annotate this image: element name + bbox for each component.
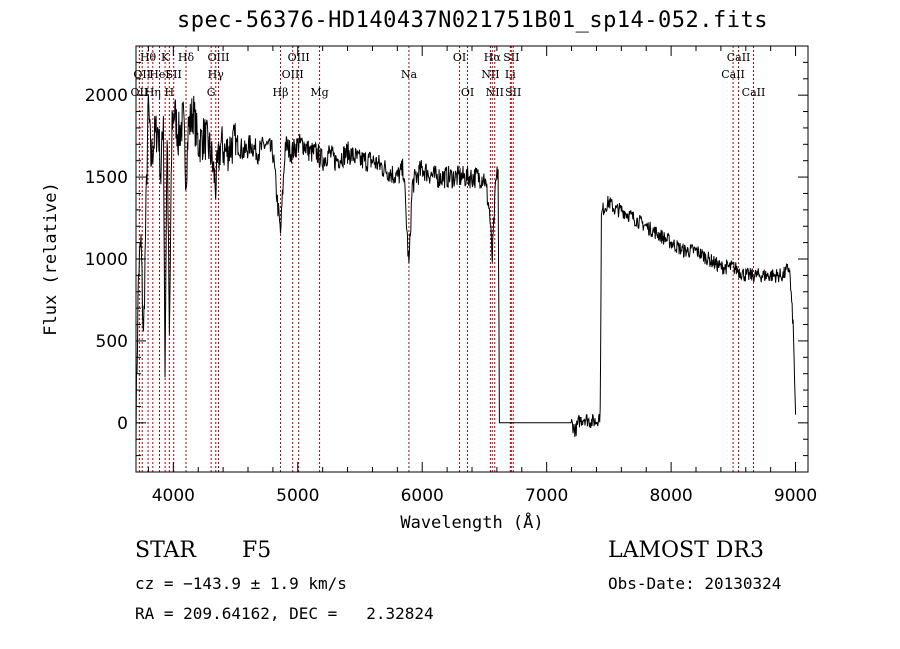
line-marker-label: OII xyxy=(131,86,149,99)
x-tick-label: 7000 xyxy=(525,486,568,506)
line-markers xyxy=(138,46,754,472)
y-axis-label: Flux (relative) xyxy=(41,182,61,336)
line-marker-label: Na xyxy=(401,68,418,81)
line-marker-label: Hθ xyxy=(140,51,157,64)
axis-ticks: 4000 5000 6000 7000 8000 9000 0 500 1000 1500 2000 xyxy=(85,45,817,506)
line-marker-label: Hβ xyxy=(273,86,289,99)
x-tick-label: 9000 xyxy=(774,486,817,506)
spectrum-line xyxy=(135,94,797,446)
line-marker-label: OIII xyxy=(207,51,229,64)
x-axis-label: Wavelength (Å) xyxy=(400,511,543,533)
line-marker-label: CaII xyxy=(727,51,751,64)
line-marker-label: HeI xyxy=(149,68,169,81)
line-marker-label: CaII xyxy=(721,68,745,81)
line-marker-label: SII xyxy=(505,86,521,99)
line-marker-label: Hα xyxy=(484,51,502,64)
line-marker-label: H xyxy=(165,86,175,99)
line-marker-label: NII xyxy=(486,86,504,99)
line-marker-labels: OII OII Hθ Hη HeI K H SII Hδ G Hγ OIII Hβ OIII OIII Mg N… xyxy=(131,51,766,99)
object-subclass: F5 xyxy=(242,538,272,563)
line-marker-label: Mg xyxy=(310,86,328,99)
x-tick-label: 4000 xyxy=(152,486,195,506)
survey-label: LAMOST DR3 xyxy=(608,538,764,563)
y-tick-label: 1500 xyxy=(85,168,128,188)
line-marker-label: Hδ xyxy=(178,51,195,64)
line-marker-label: OIII xyxy=(282,68,304,81)
y-tick-label: 1000 xyxy=(85,250,128,270)
x-tick-label: 6000 xyxy=(401,486,444,506)
line-marker-label: Hη xyxy=(145,86,161,99)
line-marker-label: OI xyxy=(453,51,466,64)
plot-frame xyxy=(135,45,809,473)
y-tick-label: 0 xyxy=(117,414,128,434)
line-marker-label: G xyxy=(207,86,216,99)
x-tick-label: 5000 xyxy=(276,486,319,506)
line-marker-label: OII xyxy=(133,68,151,81)
line-marker-label: OIII xyxy=(288,51,310,64)
coordinates-text: RA = 209.64162, DEC = 2.32824 xyxy=(135,604,434,623)
line-marker-label: SII xyxy=(166,68,182,81)
line-marker-label: OI xyxy=(461,86,474,99)
line-marker-label: CaII xyxy=(742,86,766,99)
line-marker-label: Hγ xyxy=(208,68,225,81)
redshift-text: cz = −143.9 ± 1.9 km/s xyxy=(135,574,347,593)
obs-date-text: Obs-Date: 20130324 xyxy=(608,574,782,593)
chart-title: spec-56376-HD140437N021751B01_sp14-052.f… xyxy=(176,8,769,33)
object-class: STAR xyxy=(135,538,196,563)
line-marker-label: NII xyxy=(481,68,499,81)
x-tick-label: 8000 xyxy=(649,486,692,506)
y-tick-label: 2000 xyxy=(85,86,128,106)
line-marker-label: K xyxy=(161,51,170,64)
line-marker-label: Li xyxy=(505,68,516,81)
line-marker-label: SII xyxy=(503,51,519,64)
spectrum-series xyxy=(135,94,797,446)
y-tick-label: 500 xyxy=(96,332,128,352)
